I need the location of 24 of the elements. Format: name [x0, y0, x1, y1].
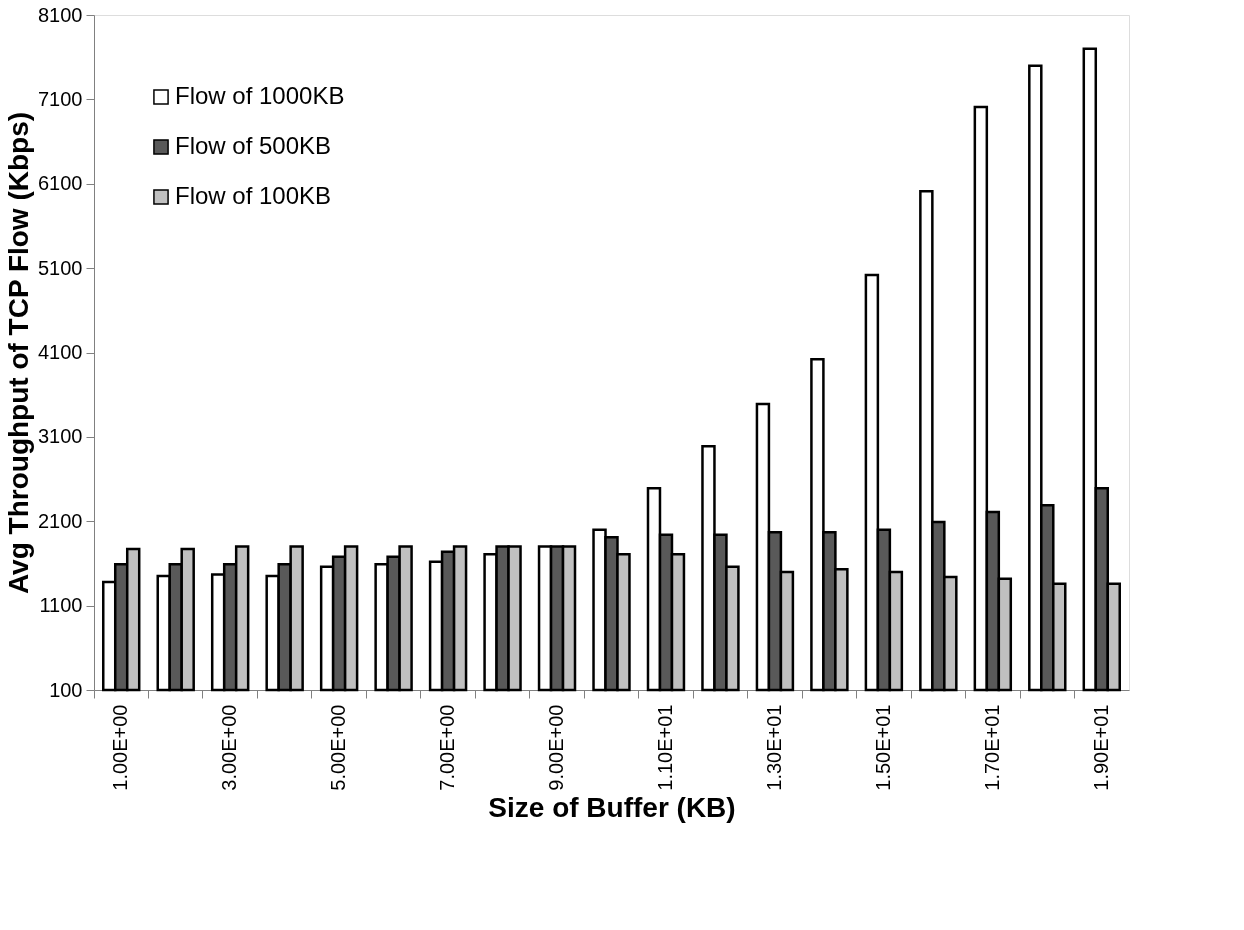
y-tick-label: 6100 — [38, 172, 83, 195]
legend-label: Flow of 1000KB — [175, 82, 345, 109]
y-tick-label: 5100 — [38, 256, 83, 279]
y-tick-label: 4100 — [38, 341, 83, 363]
x-tick-label: 7.00E+00 — [436, 704, 459, 791]
x-axis-title: Size of Buffer (KB) — [488, 791, 736, 823]
legend-label: Flow of 100KB — [175, 182, 332, 209]
y-tick-label: 7100 — [38, 87, 83, 110]
x-tick-label: 5.00E+00 — [327, 704, 350, 791]
y-axis-title: Avg Throughput of TCP Flow (Kbps) — [3, 111, 35, 595]
y-tick-label: 2100 — [38, 509, 83, 532]
y-tick-label: 3100 — [38, 425, 83, 448]
x-tick-label: 1.50E+01 — [871, 704, 894, 791]
x-tick-label: 1.10E+01 — [653, 704, 676, 791]
x-tick-label: 9.00E+00 — [545, 704, 568, 791]
y-tick-label: 8100 — [38, 3, 83, 26]
y-tick-label: 100 — [49, 678, 83, 701]
legend-label: Flow of 500KB — [175, 132, 332, 159]
x-tick-label: 1.90E+01 — [1089, 704, 1112, 791]
y-tick-label: 1100 — [39, 594, 83, 617]
x-tick-label: 1.30E+01 — [762, 704, 785, 791]
x-tick-label: 1.00E+00 — [109, 704, 132, 791]
x-tick-label: 1.70E+01 — [980, 704, 1003, 791]
x-tick-label: 3.00E+00 — [218, 704, 241, 791]
